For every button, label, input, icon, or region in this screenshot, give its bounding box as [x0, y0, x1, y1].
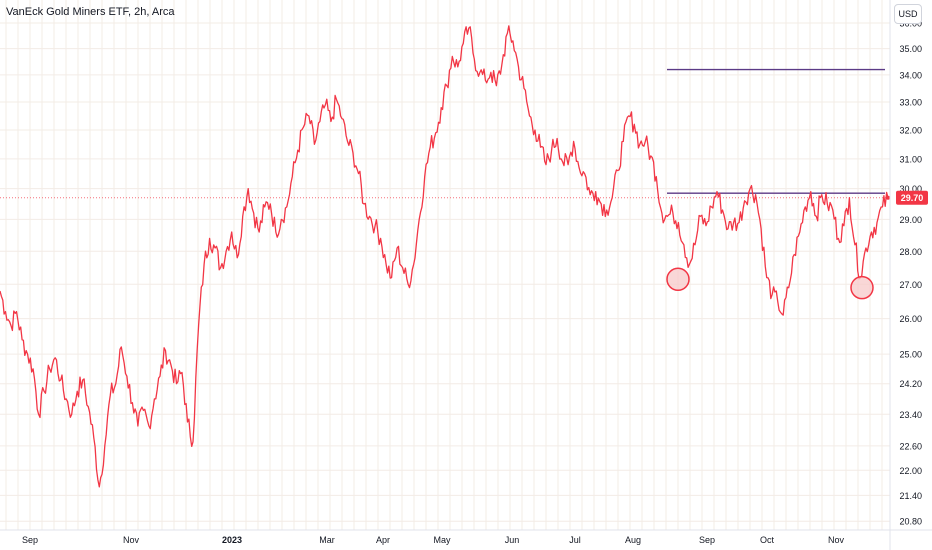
highlight-circle — [850, 275, 874, 300]
y-tick-label: 25.00 — [899, 350, 922, 360]
highlight-circles — [666, 267, 874, 300]
price-tag-label: 29.70 — [901, 193, 924, 203]
last-price-dot — [886, 195, 890, 200]
y-tick-label: 34.00 — [899, 70, 922, 80]
x-tick-label: Mar — [319, 535, 335, 545]
horizontal-levels — [667, 68, 885, 194]
y-tick-label: 21.40 — [899, 491, 922, 501]
x-tick-label: Nov — [828, 535, 845, 545]
y-tick-label: 30.00 — [899, 184, 922, 194]
x-tick-label: 2023 — [222, 535, 242, 545]
price-axis: 36.0035.0034.0033.0032.0031.0030.0029.00… — [889, 0, 922, 550]
highlight-circle — [666, 267, 690, 292]
x-tick-label: Aug — [625, 535, 641, 545]
price-tag-background — [896, 190, 928, 205]
y-tick-label: 22.60 — [899, 441, 922, 451]
x-tick-label: Jun — [505, 535, 520, 545]
y-tick-label: 33.00 — [899, 98, 922, 108]
y-tick-label: 28.00 — [899, 247, 922, 257]
chart-title: VanEck Gold Miners ETF, 2h, Arca — [6, 6, 175, 18]
x-tick-label: Oct — [760, 535, 775, 545]
y-tick-label: 35.00 — [899, 44, 922, 54]
price-series — [0, 25, 890, 488]
time-axis: Sep Nov 2023 Mar Apr May Jun Jul Aug Sep Oct Nov — [0, 529, 932, 545]
price-line — [0, 25, 889, 488]
x-tick-label: Sep — [699, 535, 715, 545]
y-tick-label: 24.20 — [899, 379, 922, 389]
x-tick-label: Jul — [569, 535, 581, 545]
x-tick-label: Nov — [123, 535, 140, 545]
y-tick-label: 23.40 — [899, 410, 922, 420]
y-tick-label: 27.00 — [899, 280, 922, 290]
x-tick-label: May — [433, 535, 451, 545]
last-price-tag: 29.70 — [896, 190, 928, 205]
y-tick-label: 32.00 — [899, 125, 922, 135]
y-tick-label: 20.80 — [899, 517, 922, 527]
y-tick-label: 22.00 — [899, 466, 922, 476]
currency-button[interactable]: USD — [894, 4, 922, 24]
chart-grid — [0, 0, 890, 530]
y-tick-label: 29.00 — [899, 215, 922, 225]
x-tick-label: Apr — [376, 535, 390, 545]
y-tick-label: 26.00 — [899, 314, 922, 324]
y-tick-label: 31.00 — [899, 154, 922, 164]
x-tick-label: Sep — [22, 535, 38, 545]
